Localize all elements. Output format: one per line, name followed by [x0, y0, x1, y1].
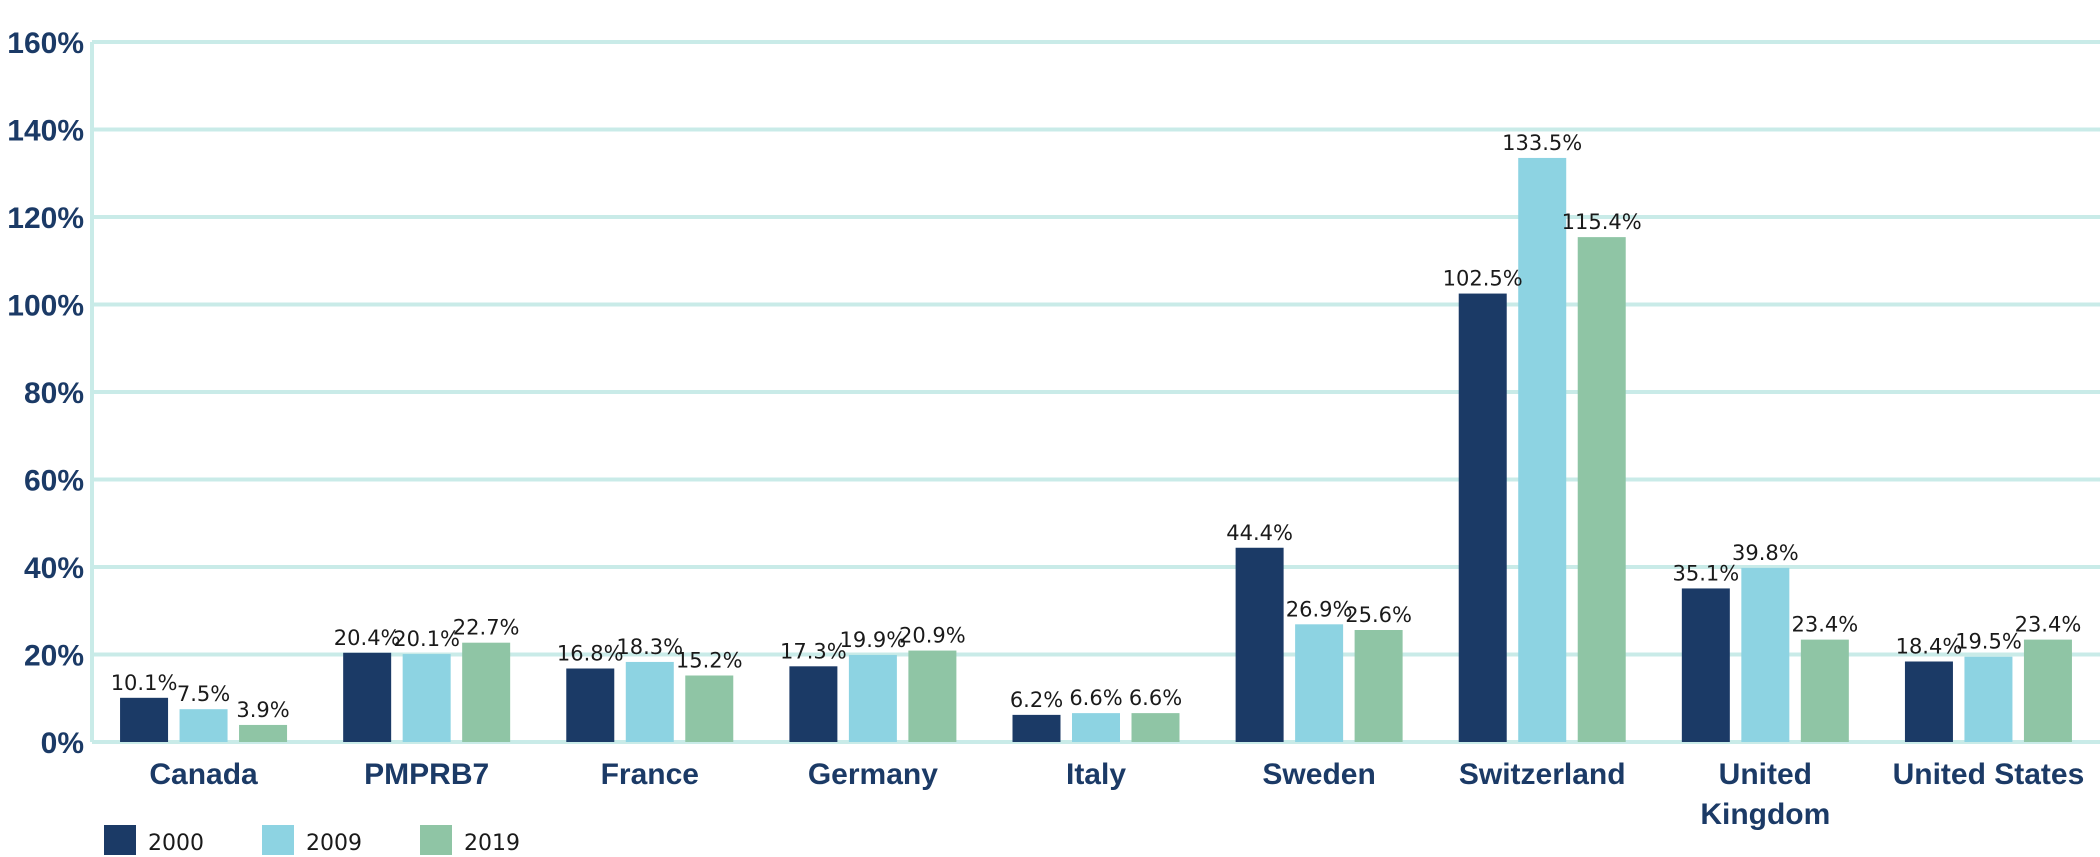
- x-tick-label: Germany: [808, 758, 938, 791]
- bar: [1131, 713, 1180, 742]
- data-label: 17.3%: [780, 639, 847, 663]
- y-tick-label: 160%: [7, 27, 84, 60]
- bar: [625, 661, 674, 742]
- bar: [1518, 157, 1567, 742]
- bar: [1681, 588, 1730, 742]
- data-label: 10.1%: [111, 671, 178, 695]
- bar: [239, 724, 288, 742]
- y-tick-label: 20%: [24, 640, 84, 673]
- data-label: 20.1%: [393, 627, 460, 651]
- data-label: 3.9%: [236, 698, 289, 722]
- data-labels: 10.1% 7.5%3.9% 20.4%20.1%22.7% 16.8%18.3%15…: [111, 131, 2082, 722]
- data-label: 23.4%: [2015, 613, 2082, 637]
- bar: [462, 642, 511, 742]
- bar: [908, 650, 957, 742]
- bar: [343, 652, 392, 742]
- bar: [1577, 237, 1626, 742]
- data-label: 19.5%: [1955, 630, 2022, 654]
- data-label: 44.4%: [1226, 521, 1293, 545]
- y-tick-label: 0%: [41, 727, 84, 760]
- bar: [1800, 639, 1849, 742]
- y-tick-label: 40%: [24, 552, 84, 585]
- bar: [1235, 547, 1284, 742]
- legend-label: 2009: [306, 831, 362, 856]
- data-label: 25.6%: [1345, 603, 1412, 627]
- data-label: 15.2%: [676, 649, 743, 673]
- legend-swatch: [104, 825, 136, 855]
- data-label: 16.8%: [557, 642, 624, 666]
- data-label: 22.7%: [453, 616, 520, 640]
- data-label: 6.6%: [1129, 686, 1182, 710]
- data-label: 23.4%: [1791, 613, 1858, 637]
- data-label: 20.4%: [334, 626, 401, 650]
- data-label: 6.6%: [1069, 686, 1122, 710]
- bars: [120, 157, 2072, 742]
- data-label: 115.4%: [1562, 210, 1642, 234]
- y-tick-label: 100%: [7, 290, 84, 323]
- legend: 2000 2009 2019: [104, 825, 520, 856]
- data-label: 133.5%: [1502, 131, 1582, 155]
- data-label: 39.8%: [1732, 541, 1799, 565]
- legend-swatch: [420, 825, 452, 855]
- bar: [179, 709, 228, 742]
- bar: [1354, 630, 1403, 742]
- x-tick-label: Italy: [1066, 758, 1126, 791]
- data-label: 18.3%: [616, 635, 683, 659]
- data-label: 102.5%: [1443, 267, 1523, 291]
- data-label: 7.5%: [177, 682, 230, 706]
- bar: [2023, 639, 2072, 742]
- x-tick-label: Canada: [149, 758, 258, 791]
- bar: [1904, 661, 1953, 742]
- bar: [1964, 656, 2013, 742]
- bar: [120, 697, 169, 742]
- bar: [1295, 624, 1344, 742]
- data-label: 19.9%: [840, 628, 907, 652]
- bar: [789, 666, 838, 742]
- bar: [566, 668, 615, 742]
- data-label: 18.4%: [1896, 635, 1963, 659]
- x-tick-label: Sweden: [1262, 758, 1375, 791]
- x-axis-ticks: Canada PMPRB7 France Germany Italy Sweden Swit…: [149, 758, 2084, 831]
- legend-label: 2000: [148, 831, 204, 856]
- bar: [848, 654, 897, 742]
- bar: [685, 675, 734, 742]
- y-tick-label: 80%: [24, 377, 84, 410]
- x-tick-label: France: [601, 758, 699, 791]
- bar: [1012, 714, 1061, 742]
- data-label: 6.2%: [1010, 688, 1063, 712]
- legend-swatch: [262, 825, 294, 855]
- y-tick-label: 140%: [7, 115, 84, 148]
- legend-label: 2019: [464, 831, 520, 856]
- x-tick-label: PMPRB7: [364, 758, 489, 791]
- x-tick-label: United: [1719, 758, 1812, 791]
- y-tick-label: 120%: [7, 202, 84, 235]
- x-tick-label: Kingdom: [1700, 798, 1830, 831]
- bar: [1741, 567, 1790, 742]
- data-label: 35.1%: [1672, 561, 1739, 585]
- bar: [1072, 713, 1120, 742]
- y-axis-ticks: 0% 20% 40% 60% 80% 100% 120% 140% 160%: [7, 27, 84, 760]
- bar: [402, 654, 451, 742]
- x-tick-label: Switzerland: [1459, 758, 1626, 791]
- y-tick-label: 60%: [24, 465, 84, 498]
- x-tick-label: United States: [1893, 758, 2085, 791]
- bar: [1458, 293, 1507, 742]
- data-label: 26.9%: [1286, 597, 1353, 621]
- data-label: 20.9%: [899, 624, 966, 648]
